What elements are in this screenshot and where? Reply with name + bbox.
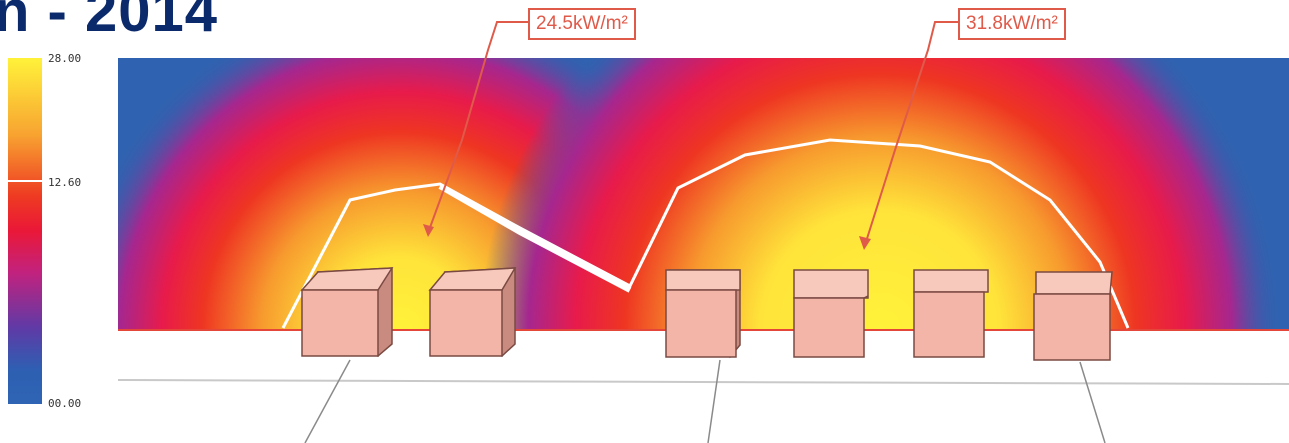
road-line [117,379,1289,385]
flux-contour-thick [438,183,632,293]
flux-contour-line [281,138,1130,329]
scale-mid-label: 12.60 [48,176,82,189]
callout-left-flux: 24.5kW/m² [528,8,636,40]
tank-4 [793,269,869,358]
color-scale-bar [8,58,42,404]
callout-leader-left [427,21,528,234]
callout-leader-right [864,21,958,246]
tank-leader-right [1079,361,1106,443]
page-title: n - 2014 [0,0,218,44]
scale-max-label: 28.00 [48,52,82,65]
tank-leader-middle [707,359,721,443]
callout-right-flux: 31.8kW/m² [958,8,1066,40]
tank-2 [428,267,517,358]
tank-1 [300,267,394,358]
tank-3 [665,269,741,359]
callout-arrow-right-icon [859,236,871,250]
tank-5 [913,269,989,358]
scale-min-label: 00.00 [48,397,82,410]
tank-6 [1033,271,1113,361]
callout-arrow-left-icon [423,224,434,237]
scale-marker [4,180,48,182]
tank-leader-left [304,359,351,443]
